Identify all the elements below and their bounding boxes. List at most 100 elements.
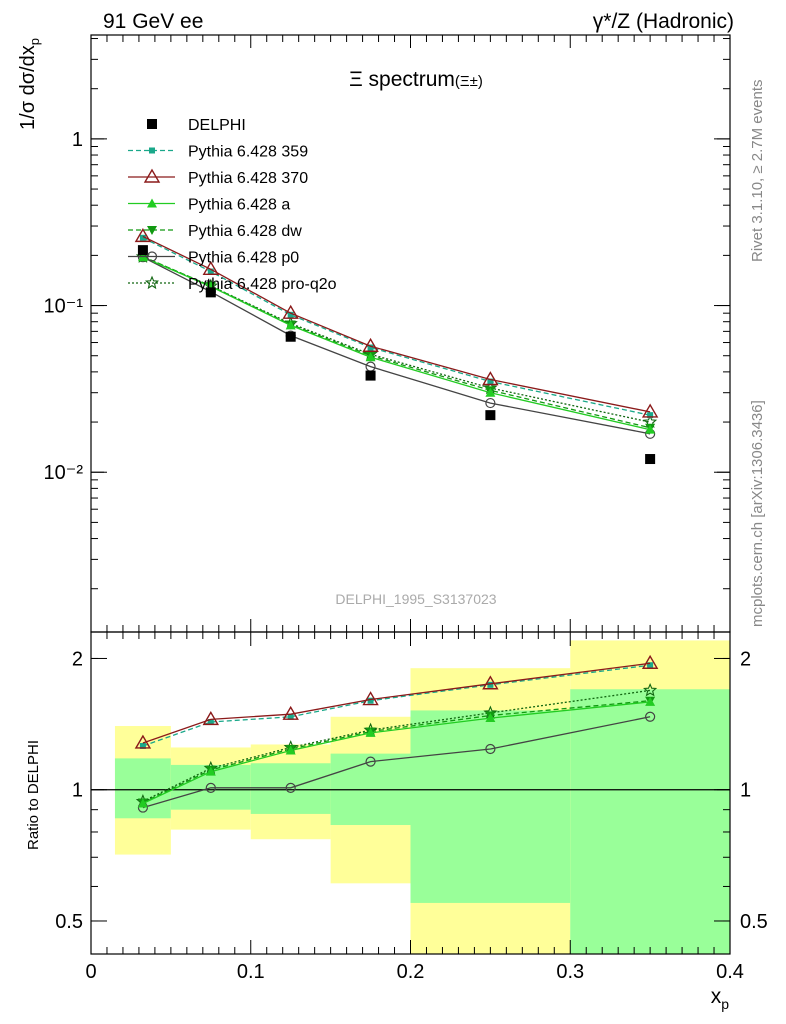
ratio-point-p0: [485, 743, 496, 755]
series-line-a: [142, 256, 651, 431]
data-point-delphi: [285, 331, 296, 342]
data-point-p370: [641, 403, 659, 418]
y-tick-label: 0.5: [55, 911, 83, 933]
ratio-point-a: [365, 727, 376, 737]
ratio-series-p370: [134, 654, 659, 749]
series-p359: [139, 234, 654, 419]
ratio-point-p370: [641, 654, 659, 669]
series-p370: [134, 227, 659, 418]
data-point-p359: [207, 268, 214, 275]
ratio-point-p359: [487, 681, 494, 688]
legend-label: Pythia 6.428 pro-q2o: [188, 276, 337, 293]
ratio-point-p370: [134, 734, 152, 749]
watermark: DELPHI_1995_S3137023: [335, 591, 496, 607]
band-green: [570, 689, 730, 954]
ratio-point-p0: [205, 782, 216, 793]
legend-label: Pythia 6.428 p0: [188, 250, 299, 267]
legend-marker: [147, 198, 157, 208]
ratio-panel: 2 2 1 1 0.5 0.5 0 0.1 0.2 0.3 0.4: [55, 631, 768, 983]
data-point-delphi: [485, 410, 496, 421]
data-point-p370: [282, 304, 299, 319]
data-point-a: [285, 320, 296, 330]
ratio-point-a: [645, 696, 656, 706]
side-mcplots: mcplots.cern.ch [arXiv:1306.3436]: [749, 400, 766, 627]
legend-item-delphi: DELPHI: [147, 117, 246, 134]
legend-item-p359: Pythia 6.428 359: [128, 144, 308, 161]
data-point-delphi: [205, 287, 216, 298]
legend: DELPHI Pythia 6.428 359 Pythia 6.428 370 Py…: [128, 117, 337, 293]
legend-label: Pythia 6.428 a: [188, 197, 290, 214]
data-point-p370: [482, 371, 499, 386]
x-tick-label: 0.2: [397, 961, 425, 983]
series-line-p359: [142, 237, 651, 416]
legend-label: Pythia 6.428 dw: [188, 223, 302, 240]
data-point-delphi: [365, 370, 376, 381]
series-line-p370: [142, 235, 651, 413]
ratio-line-dw: [142, 700, 651, 804]
y-tick-label-right: 1: [740, 780, 751, 802]
data-point-p359: [139, 234, 146, 241]
band-green: [410, 710, 571, 903]
ratio-line-p359: [142, 664, 651, 747]
ratio-point-p370: [482, 675, 499, 690]
data-point-a: [365, 352, 376, 362]
legend-item-p0: Pythia 6.428 p0: [128, 250, 299, 267]
header-right: γ*/Z (Hadronic): [593, 10, 734, 33]
main-frame: [90, 34, 731, 633]
legend-label: Pythia 6.428 370: [188, 170, 308, 187]
y-tick-label: 10⁻¹: [44, 296, 84, 318]
x-tick-label: 0.4: [716, 961, 744, 983]
ratio-point-p370: [202, 710, 220, 726]
chart-title: Ξ spectrum(Ξ±): [349, 68, 483, 91]
series-line-p0: [142, 256, 651, 435]
legend-item-proq2o: Pythia 6.428 pro-q2o: [128, 275, 337, 293]
y-tick-label: 2: [72, 648, 83, 670]
legend-marker: [147, 119, 157, 129]
legend-label: Pythia 6.428 359: [188, 144, 308, 161]
ratio-series-a: [137, 696, 656, 808]
header-left: 91 GeV ee: [103, 10, 203, 33]
x-tick-label: 0.3: [556, 961, 584, 983]
legend-label: DELPHI: [188, 117, 246, 134]
main-ylabel: 1/σ dσ/dxp: [17, 38, 42, 130]
ratio-point-p359: [367, 697, 374, 704]
band-green: [250, 763, 331, 814]
y-tick-label: 1: [72, 780, 83, 802]
ratio-point-p0: [645, 711, 656, 722]
ratio-point-a: [485, 713, 496, 723]
legend-marker: [144, 275, 160, 290]
ratio-line-p0: [142, 716, 651, 809]
series-delphi: [137, 245, 656, 465]
legend-marker: [143, 168, 161, 183]
legend-marker: [146, 251, 158, 262]
side-rivet: Rivet 3.1.10, ≥ 2.7M events: [749, 80, 766, 263]
series-line-dw: [142, 255, 651, 429]
legend-item-a: Pythia 6.428 a: [128, 197, 290, 214]
x-tick-label: 0.1: [237, 961, 265, 983]
ratio-point-p359: [287, 713, 294, 720]
data-point-p359: [367, 344, 374, 351]
ratio-point-p370: [282, 705, 299, 720]
band-green: [114, 758, 171, 819]
ratio-point-p359: [139, 742, 146, 749]
ratio-point-p359: [207, 718, 214, 725]
data-point-p370: [134, 227, 152, 243]
data-point-p370: [202, 260, 220, 276]
ratio-point-proq2o: [643, 682, 658, 697]
y-tick-label: 1: [72, 129, 83, 151]
y-tick-label: 10⁻²: [44, 462, 84, 484]
legend-item-p370: Pythia 6.428 370: [128, 168, 308, 187]
ratio-point-p370: [362, 691, 379, 706]
data-point-delphi: [645, 454, 656, 465]
ratio-point-p0: [285, 782, 296, 793]
data-point-p359: [647, 412, 654, 419]
legend-marker: [149, 147, 155, 154]
y-tick-label-right: 2: [740, 648, 751, 670]
data-point-p359: [487, 378, 494, 385]
ratio-series-p359: [139, 662, 654, 749]
data-point-a: [485, 387, 496, 397]
uncertainty-bands: [114, 640, 730, 954]
data-point-p359: [287, 311, 294, 318]
y-tick-label-right: 0.5: [740, 911, 768, 933]
